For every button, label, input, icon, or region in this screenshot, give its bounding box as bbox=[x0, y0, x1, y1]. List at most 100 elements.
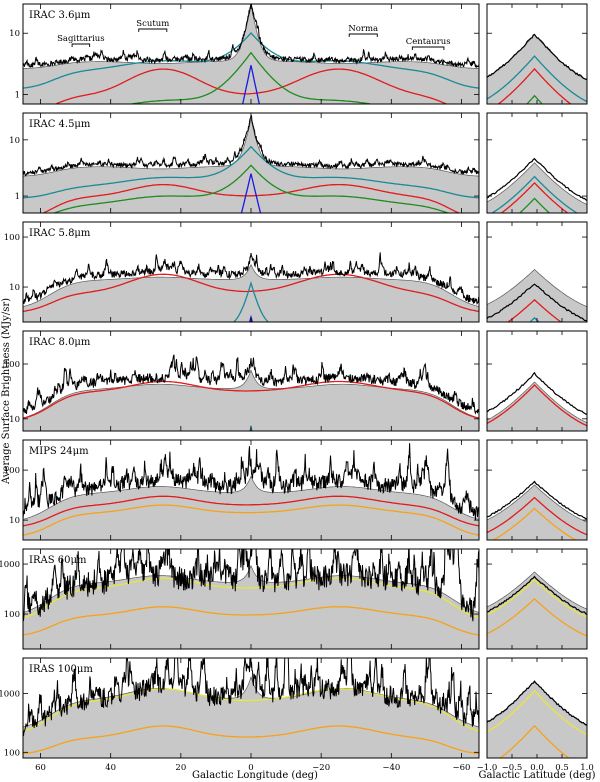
latitude-component-cyan-line bbox=[490, 175, 579, 213]
y-tick-label: 10 bbox=[9, 136, 20, 146]
component-red-line bbox=[23, 495, 479, 527]
y-tick-label: 10 bbox=[9, 283, 20, 293]
x-axis-title-latitude: Galactic Latitude (deg) bbox=[478, 770, 595, 781]
longitude-plot-3 bbox=[23, 252, 479, 322]
component-cyan-line bbox=[232, 280, 270, 322]
component-red-line bbox=[41, 183, 461, 213]
panel-4: 10 100 IRAC 8.0μm bbox=[4, 330, 588, 432]
y-tick-label: 100 bbox=[4, 360, 20, 370]
observed-longitude-line bbox=[23, 252, 479, 305]
latitude-model-area bbox=[487, 571, 587, 649]
longitude-plot-6 bbox=[23, 549, 479, 649]
latitude-model-area bbox=[487, 33, 587, 104]
latitude-tick-label: 0.0 bbox=[530, 763, 544, 773]
latitude-plot-2 bbox=[487, 157, 587, 213]
longitude-tick-label: 20 bbox=[175, 763, 186, 773]
component-blue-line bbox=[240, 173, 262, 213]
latitude-component-yellow-line bbox=[487, 689, 587, 736]
observed-latitude-line bbox=[487, 371, 587, 415]
y-tick-label: 100 bbox=[4, 610, 20, 620]
model-total-area bbox=[23, 675, 479, 758]
latitude-plot-4 bbox=[487, 371, 587, 431]
component-red-line bbox=[23, 380, 479, 419]
latitude-component-cyan-line bbox=[487, 55, 587, 103]
latitude-plot-3 bbox=[487, 269, 587, 322]
longitude-plot-7 bbox=[23, 658, 479, 758]
model-total-area bbox=[23, 475, 479, 540]
y-tick-label: 10 bbox=[9, 516, 20, 526]
region-bracket bbox=[138, 28, 168, 32]
panel-label: MIPS 24μm bbox=[29, 446, 89, 457]
longitude-tick-label: −40 bbox=[382, 763, 400, 773]
y-tick-label: 100 bbox=[4, 466, 20, 476]
component-red-line bbox=[23, 273, 479, 312]
longitude-tick-label: 60 bbox=[35, 763, 46, 773]
panel-label: IRAC 8.0μm bbox=[29, 337, 91, 348]
longitude-plot-1 bbox=[23, 4, 479, 104]
latitude-component-yellow-line bbox=[487, 578, 587, 618]
component-cyan-line bbox=[23, 32, 479, 89]
panel-label: IRAS 60μm bbox=[29, 555, 87, 566]
observed-latitude-line bbox=[487, 283, 587, 322]
component-blue-line bbox=[242, 65, 260, 104]
observed-longitude-line bbox=[23, 658, 479, 736]
longitude-tick-label: 40 bbox=[105, 763, 116, 773]
latitude-component-orange-line bbox=[492, 507, 577, 540]
component-yellow-line bbox=[23, 688, 479, 732]
panel-2: 1 10 IRAC 4.5μm bbox=[9, 112, 588, 214]
region-bracket bbox=[71, 43, 91, 47]
observed-latitude-line bbox=[487, 680, 587, 726]
latitude-component-red-line bbox=[487, 496, 587, 536]
model-total-area bbox=[23, 5, 479, 104]
latitude-component-red-line bbox=[500, 181, 569, 213]
y-tick-label: 10 bbox=[9, 29, 20, 39]
observed-latitude-line bbox=[487, 157, 587, 202]
latitude-component-green-line bbox=[518, 197, 551, 213]
component-yellow-line bbox=[23, 577, 479, 619]
latitude-tick-label: 1.0 bbox=[580, 763, 594, 773]
observed-latitude-line bbox=[487, 33, 587, 80]
y-axis-title: Average Surface Brightness (MJy/sr) bbox=[1, 298, 12, 485]
latitude-component-red-line bbox=[487, 384, 587, 427]
observed-longitude-line bbox=[23, 443, 479, 521]
panel-6: 100 1000 IRAS 60μm bbox=[0, 548, 588, 650]
x-axis-title-longitude: Galactic Longitude (deg) bbox=[192, 770, 318, 781]
region-bracket bbox=[348, 33, 378, 37]
longitude-plot-4 bbox=[23, 354, 479, 431]
component-green-line bbox=[52, 164, 450, 213]
observed-longitude-line bbox=[23, 4, 479, 69]
y-tick-label: 100 bbox=[4, 748, 20, 758]
panel-label: IRAC 4.5μm bbox=[29, 119, 91, 130]
latitude-component-orange-line bbox=[499, 724, 570, 758]
component-green-line bbox=[127, 51, 375, 104]
panel-label: IRAC 3.6μm bbox=[29, 10, 91, 21]
panel-3: 10 100 IRAC 5.8μm bbox=[4, 221, 588, 323]
model-total-area bbox=[23, 564, 479, 649]
latitude-model-area bbox=[487, 269, 587, 322]
observed-latitude-line bbox=[487, 480, 587, 520]
longitude-plot-5 bbox=[23, 443, 479, 540]
panel-5: 10 100 MIPS 24μm bbox=[4, 439, 588, 541]
latitude-plot-7 bbox=[487, 680, 587, 758]
y-tick-label: 10 bbox=[9, 415, 20, 425]
y-tick-label: 1000 bbox=[0, 560, 20, 570]
latitude-tick-label: −1.0 bbox=[477, 763, 498, 773]
y-tick-label: 1 bbox=[15, 91, 20, 101]
component-red-line bbox=[54, 68, 448, 104]
component-orange-line bbox=[23, 725, 479, 755]
component-orange-line bbox=[23, 504, 479, 536]
latitude-tick-label: 0.5 bbox=[555, 763, 569, 773]
latitude-component-red-line bbox=[507, 299, 563, 322]
y-tick-label: 1 bbox=[15, 192, 20, 202]
longitude-tick-label: −60 bbox=[452, 763, 470, 773]
latitude-model-area bbox=[487, 381, 587, 431]
latitude-plot-6 bbox=[487, 571, 587, 649]
observed-longitude-line bbox=[23, 354, 479, 415]
latitude-model-area bbox=[487, 484, 587, 540]
latitude-component-orange-line bbox=[487, 597, 587, 637]
panel-label: IRAS 100μm bbox=[29, 664, 93, 675]
y-tick-label: 1000 bbox=[0, 689, 20, 699]
latitude-plot-1 bbox=[487, 33, 587, 104]
